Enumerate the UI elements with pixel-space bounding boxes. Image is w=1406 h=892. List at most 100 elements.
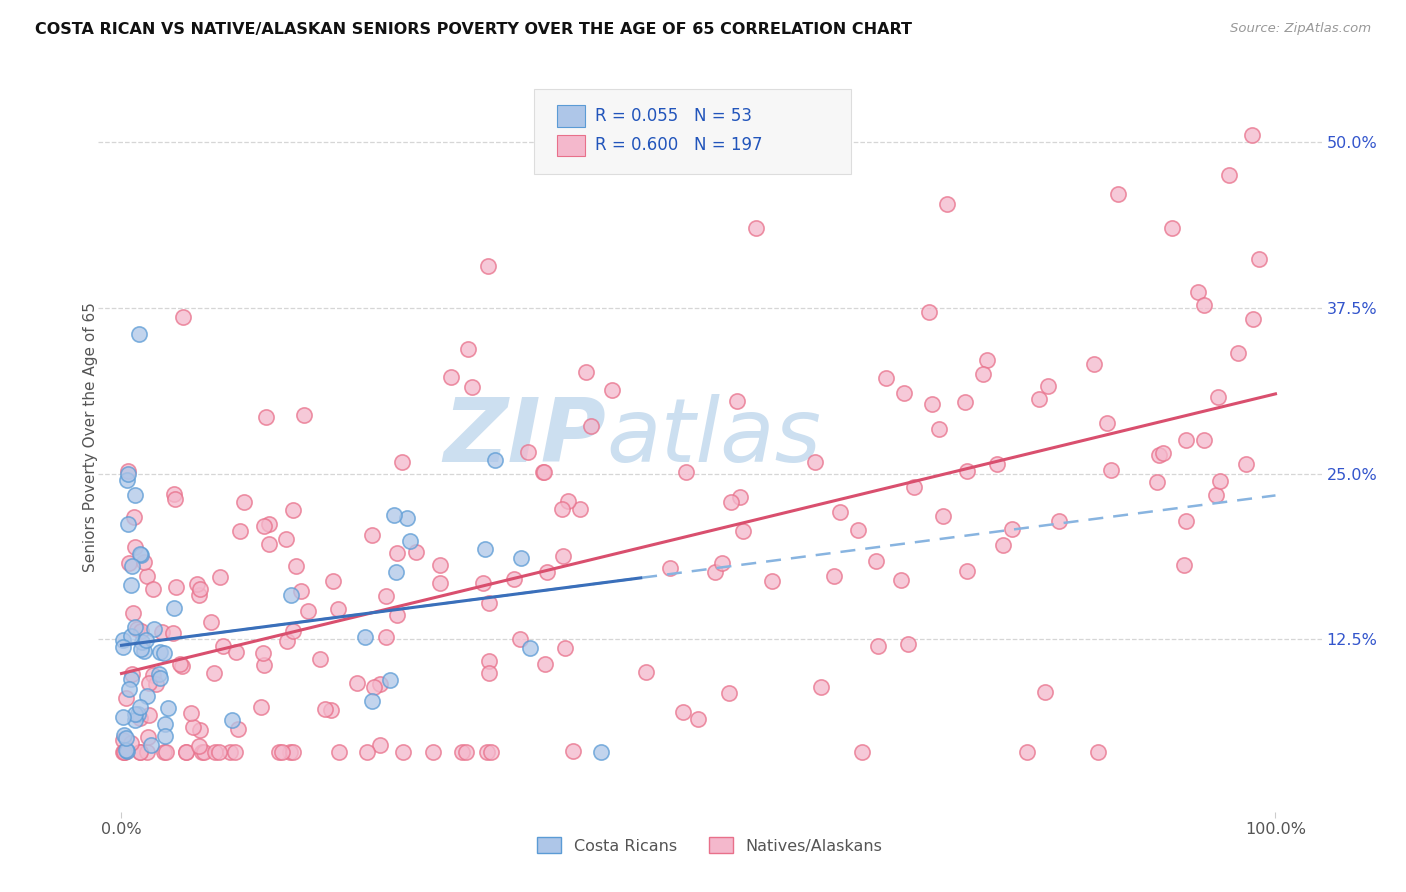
- Point: [125, 623, 148, 637]
- Point: [478, 654, 501, 668]
- Point: [281, 502, 304, 516]
- Point: [114, 742, 136, 756]
- Point: [1187, 285, 1209, 299]
- Point: [224, 745, 246, 759]
- Point: [290, 583, 312, 598]
- Point: [851, 745, 873, 759]
- Point: [551, 549, 574, 564]
- Point: [688, 712, 710, 726]
- Point: [704, 566, 727, 580]
- Point: [396, 511, 419, 525]
- Point: [112, 728, 135, 742]
- Point: [281, 745, 304, 759]
- Point: [150, 624, 173, 639]
- Point: [169, 657, 191, 672]
- Point: [1047, 514, 1070, 528]
- Point: [976, 353, 998, 368]
- Point: [533, 465, 555, 479]
- Point: [363, 680, 385, 694]
- Point: [148, 667, 170, 681]
- Point: [457, 342, 479, 356]
- Point: [221, 713, 243, 727]
- Point: [278, 745, 301, 759]
- Point: [374, 630, 396, 644]
- Point: [1208, 474, 1230, 488]
- Point: [129, 547, 152, 561]
- Point: [120, 736, 142, 750]
- Point: [319, 703, 342, 717]
- Point: [484, 452, 506, 467]
- Point: [132, 643, 155, 657]
- Point: [308, 652, 330, 666]
- Point: [579, 418, 602, 433]
- Point: [129, 699, 152, 714]
- Point: [1174, 434, 1197, 448]
- Point: [956, 465, 979, 479]
- Point: [136, 568, 159, 582]
- Point: [112, 632, 135, 647]
- Point: [804, 455, 827, 469]
- Point: [118, 556, 141, 570]
- Point: [218, 745, 240, 759]
- Point: [745, 221, 768, 235]
- Point: [135, 745, 157, 759]
- Point: [986, 457, 1008, 471]
- Point: [121, 559, 143, 574]
- Point: [138, 676, 160, 690]
- Point: [382, 508, 405, 523]
- Point: [111, 710, 134, 724]
- Point: [135, 632, 157, 647]
- Point: [531, 466, 554, 480]
- Point: [718, 686, 741, 700]
- Point: [429, 576, 451, 591]
- Point: [557, 494, 579, 508]
- Point: [361, 694, 384, 708]
- Point: [865, 553, 887, 567]
- Point: [846, 524, 869, 538]
- Point: [600, 383, 623, 397]
- Point: [1249, 252, 1271, 266]
- Point: [142, 668, 165, 682]
- Point: [208, 745, 231, 759]
- Point: [1036, 379, 1059, 393]
- Point: [233, 495, 256, 509]
- Point: [516, 444, 538, 458]
- Point: [132, 555, 155, 569]
- Legend: Costa Ricans, Natives/Alaskans: Costa Ricans, Natives/Alaskans: [531, 830, 889, 860]
- Point: [163, 601, 186, 615]
- Point: [129, 745, 152, 759]
- Point: [297, 604, 319, 618]
- Point: [253, 657, 276, 672]
- Point: [634, 665, 657, 680]
- Point: [1017, 745, 1039, 759]
- Point: [269, 745, 291, 759]
- Point: [252, 646, 274, 660]
- Point: [478, 596, 501, 610]
- Point: [1205, 487, 1227, 501]
- Point: [474, 541, 496, 556]
- Point: [117, 516, 139, 531]
- Point: [257, 536, 280, 550]
- Point: [120, 578, 142, 592]
- Point: [346, 676, 368, 690]
- Text: R = 0.600   N = 197: R = 0.600 N = 197: [595, 136, 762, 154]
- Point: [135, 690, 157, 704]
- Point: [1241, 311, 1264, 326]
- Text: ZIP: ZIP: [443, 393, 606, 481]
- Point: [1028, 392, 1050, 406]
- Point: [172, 310, 194, 324]
- Point: [138, 708, 160, 723]
- Point: [510, 551, 533, 566]
- Point: [903, 480, 925, 494]
- Point: [129, 624, 152, 638]
- Point: [322, 574, 344, 588]
- Point: [157, 701, 180, 715]
- Point: [875, 371, 897, 385]
- Point: [148, 645, 170, 659]
- Point: [921, 397, 943, 411]
- Point: [1192, 433, 1215, 447]
- Point: [1234, 458, 1257, 472]
- Point: [503, 572, 526, 586]
- Point: [710, 556, 733, 570]
- Point: [391, 455, 413, 469]
